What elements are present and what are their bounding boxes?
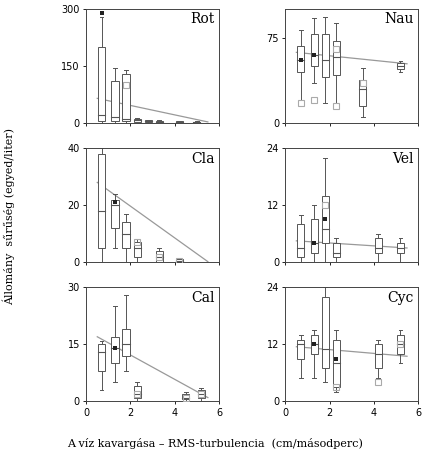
Bar <box>332 41 339 75</box>
Bar <box>297 46 304 72</box>
Bar <box>133 119 140 122</box>
Bar <box>310 220 317 253</box>
Text: Cla: Cla <box>191 152 215 166</box>
Text: Cyc: Cyc <box>387 291 413 305</box>
Bar <box>144 120 151 122</box>
Bar <box>310 34 317 66</box>
Bar <box>396 63 403 69</box>
Bar <box>155 121 163 122</box>
Bar <box>133 386 140 398</box>
Bar <box>122 222 129 248</box>
Bar <box>197 390 204 398</box>
Bar <box>297 340 304 359</box>
Text: Cal: Cal <box>191 291 215 305</box>
Bar <box>321 34 328 78</box>
Bar <box>122 74 129 121</box>
Bar <box>98 47 105 121</box>
Bar <box>358 80 366 106</box>
Bar <box>297 224 304 258</box>
Text: Nau: Nau <box>384 13 413 27</box>
Bar <box>332 243 339 258</box>
Bar <box>133 242 140 257</box>
Bar <box>98 154 105 248</box>
Bar <box>310 335 317 354</box>
Bar <box>321 196 328 243</box>
Bar <box>332 340 339 387</box>
Text: A víz kavargása – RMS-turbulencia  (cm/másodperc): A víz kavargása – RMS-turbulencia (cm/má… <box>68 438 362 449</box>
Bar <box>98 345 105 371</box>
Bar <box>111 81 118 121</box>
Bar <box>193 122 200 123</box>
Text: Rot: Rot <box>190 13 215 27</box>
Bar <box>175 259 182 262</box>
Bar <box>182 394 189 400</box>
Text: Állomány  sűrűség (egyed/liter): Állomány sűrűség (egyed/liter) <box>2 128 15 305</box>
Bar <box>111 199 118 228</box>
Bar <box>321 297 328 368</box>
Bar <box>175 121 182 123</box>
Bar <box>111 337 118 364</box>
Bar <box>122 329 129 356</box>
Bar <box>374 239 381 253</box>
Bar <box>155 251 163 262</box>
Bar <box>396 335 403 354</box>
Bar <box>396 243 403 253</box>
Text: Vel: Vel <box>392 152 413 166</box>
Bar <box>374 345 381 368</box>
